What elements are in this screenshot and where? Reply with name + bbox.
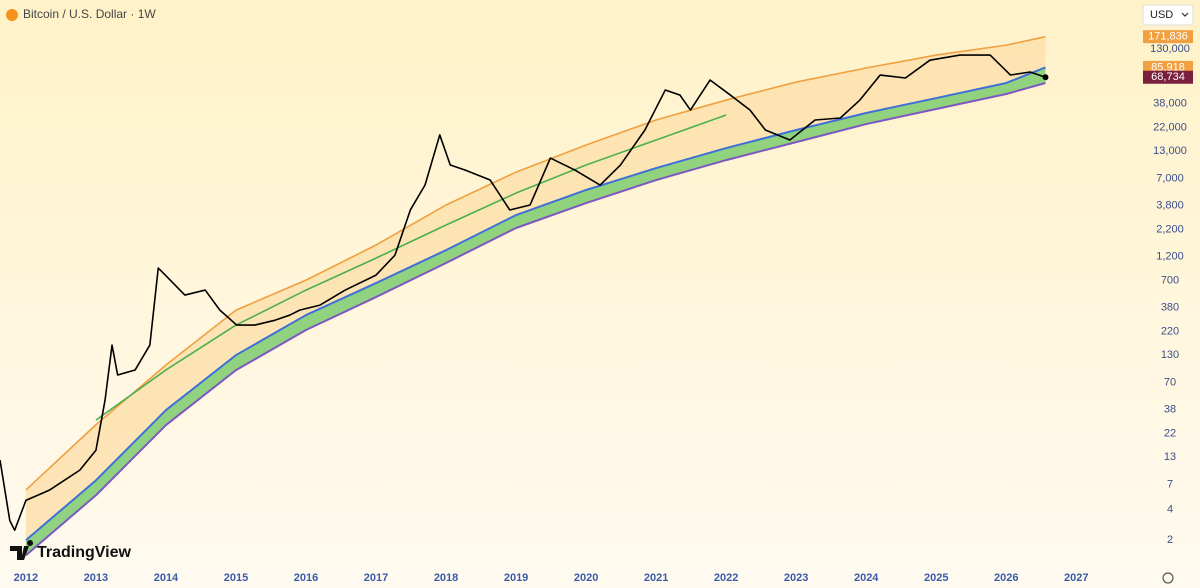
y-tick-label: 700 xyxy=(1161,274,1179,286)
band-line xyxy=(25,82,1046,557)
currency-label: USD xyxy=(1150,9,1173,21)
y-tick-label: 3,800 xyxy=(1156,199,1184,211)
x-tick-label: 2025 xyxy=(924,572,948,584)
x-tick-label: 2017 xyxy=(364,572,388,584)
x-tick-label: 2022 xyxy=(714,572,738,584)
x-tick-label: 2014 xyxy=(154,572,179,584)
brand-name: TradingView xyxy=(37,544,132,561)
y-tick-label: 130 xyxy=(1161,349,1179,361)
currency-select[interactable] xyxy=(1142,4,1194,26)
price-label: 171,836 xyxy=(1148,31,1188,43)
band-line xyxy=(25,66,1046,541)
x-tick-label: 2018 xyxy=(434,572,458,584)
y-tick-label: 38,000 xyxy=(1153,97,1187,109)
price-label-box xyxy=(1143,70,1193,84)
y-tick-label: 2,200 xyxy=(1156,224,1184,236)
x-tick-label: 2021 xyxy=(644,572,668,584)
y-tick-label: 1,200 xyxy=(1156,251,1184,263)
price-line xyxy=(0,54,1046,532)
x-tick-label: 2026 xyxy=(994,572,1018,584)
y-tick-label: 7 xyxy=(1167,478,1173,490)
y-tick-label: 2 xyxy=(1167,534,1173,546)
y-tick-label: 70 xyxy=(1164,376,1176,388)
y-tick-label: 380 xyxy=(1161,301,1179,313)
price-label: 68,734 xyxy=(1151,71,1185,83)
price-label-box xyxy=(1143,60,1193,74)
chart-title: Bitcoin / U.S. Dollar · 1W xyxy=(23,7,156,21)
x-tick-label: 2015 xyxy=(224,572,248,584)
x-tick-label: 2020 xyxy=(574,572,598,584)
y-tick-label: 38 xyxy=(1164,404,1176,416)
x-tick-label: 2019 xyxy=(504,572,528,584)
band-fill xyxy=(25,36,1046,541)
x-tick-label: 2024 xyxy=(854,572,879,584)
plot-area xyxy=(0,35,1049,557)
price-label: 85,918 xyxy=(1151,61,1185,73)
x-tick-label: 2027 xyxy=(1064,572,1088,584)
axes: 2 4 7 13 22 38 70 130 220 380 700 1,200 2,200 3,800 7,… xyxy=(14,30,1193,584)
y-tick-label: 22,000 xyxy=(1153,122,1187,134)
band-line xyxy=(95,114,727,421)
last-price-dot xyxy=(1042,74,1049,81)
y-tick-label: 7,000 xyxy=(1156,172,1184,184)
coin-icon xyxy=(6,9,18,21)
x-tick-label: 2012 xyxy=(14,572,38,584)
y-tick-label: 13 xyxy=(1164,451,1176,463)
price-label-box xyxy=(1143,30,1193,44)
x-tick-label: 2016 xyxy=(294,572,318,584)
y-tick-label: 4 xyxy=(1167,503,1173,515)
y-tick-label: 220 xyxy=(1161,326,1179,338)
y-tick-label: 22 xyxy=(1164,428,1176,440)
x-tick-label: 2013 xyxy=(84,572,108,584)
settings-icon[interactable] xyxy=(1162,572,1174,584)
chevron xyxy=(1181,12,1189,17)
y-tick-label: 13,000 xyxy=(1153,145,1187,157)
brand-logo xyxy=(10,540,34,560)
x-tick-label: 2023 xyxy=(784,572,808,584)
y-tick-label: 130,000 xyxy=(1150,43,1190,55)
